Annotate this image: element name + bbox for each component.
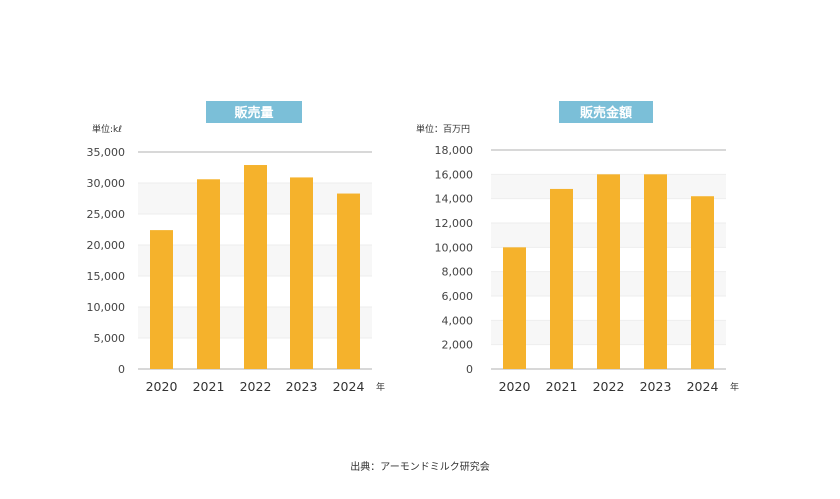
x-axis-label: 年 [376,381,385,393]
x-tick-label: 2023 [286,379,318,394]
y-tick-label: 16,000 [435,168,474,181]
x-tick-label: 2022 [240,379,272,394]
y-tick-label: 20,000 [87,239,126,252]
y-tick-label: 0 [118,363,125,376]
bar-2021 [550,188,573,369]
y-tick-label: 6,000 [442,290,474,303]
x-tick-label: 2020 [499,379,531,394]
bar-2020 [150,230,173,369]
x-tick-label: 2022 [593,379,625,394]
unit-label: 単位:kℓ [92,123,122,135]
x-axis-label: 年 [730,381,739,393]
bar-2022 [597,174,620,369]
y-tick-label: 14,000 [435,193,474,206]
y-tick-label: 30,000 [87,177,126,190]
chart-title: 販売金額 [580,105,632,121]
y-tick-label: 8,000 [442,266,474,279]
bar-2023 [290,177,313,369]
bar-2021 [197,179,220,369]
unit-label: 単位：百万円 [416,123,470,135]
bar-2024 [691,196,714,369]
x-tick-label: 2024 [687,379,719,394]
x-tick-label: 2024 [333,379,365,394]
chart-title-box [206,101,302,123]
y-tick-label: 18,000 [435,144,474,157]
x-tick-label: 2020 [146,379,178,394]
bar-2020 [503,247,526,369]
y-tick-label: 25,000 [87,208,126,221]
chart-title-box [559,101,653,123]
y-tick-label: 0 [466,363,473,376]
chart-title: 販売量 [234,105,273,121]
source-note: 出典：アーモンドミルク研究会 [350,462,490,473]
bar-2024 [337,193,360,369]
y-tick-label: 10,000 [435,241,474,254]
bar-2023 [644,174,667,369]
y-tick-label: 35,000 [87,146,126,159]
y-tick-label: 10,000 [87,301,126,314]
x-tick-label: 2023 [640,379,672,394]
bar-2022 [244,165,267,369]
y-tick-label: 2,000 [442,339,474,352]
y-tick-label: 5,000 [94,332,126,345]
y-tick-label: 12,000 [435,217,474,230]
x-tick-label: 2021 [193,379,225,394]
y-tick-label: 4,000 [442,314,474,327]
x-tick-label: 2021 [546,379,578,394]
y-tick-label: 15,000 [87,270,126,283]
